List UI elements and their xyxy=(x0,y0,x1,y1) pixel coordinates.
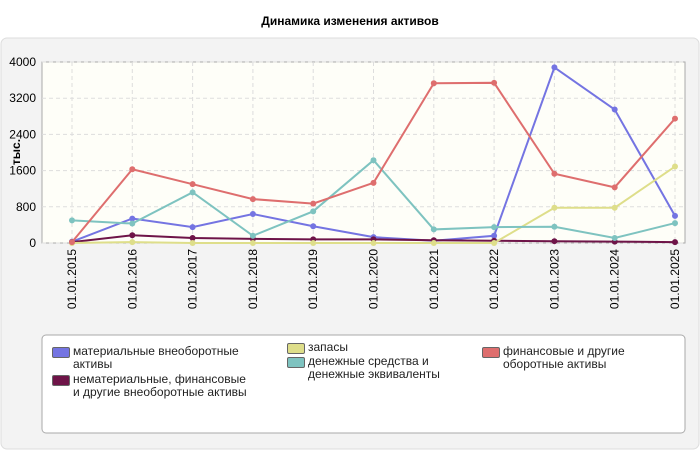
data-point xyxy=(430,80,437,87)
data-point xyxy=(551,238,558,245)
y-axis-label: тыс. xyxy=(9,139,23,165)
data-point xyxy=(611,106,618,113)
legend-entry: запасы xyxy=(287,341,462,354)
x-tick-label: 01.01.2019 xyxy=(306,249,320,309)
legend-swatch xyxy=(52,375,70,386)
data-point xyxy=(189,189,196,196)
data-point xyxy=(370,157,377,164)
legend-label: материальные внеоборотные активы xyxy=(73,344,239,371)
data-point xyxy=(551,223,558,230)
data-point xyxy=(129,166,136,173)
x-tick-label: 01.01.2020 xyxy=(367,249,381,309)
legend-entry: нематериальные, финансовые и другие внео… xyxy=(52,373,247,399)
chart-title: Динамика изменения активов xyxy=(261,14,438,28)
data-point xyxy=(189,240,196,246)
data-point xyxy=(672,239,678,246)
legend-swatch xyxy=(52,347,70,358)
legend-entry: материальные внеоборотные активы xyxy=(52,345,247,371)
data-point xyxy=(249,211,256,218)
data-point xyxy=(491,240,498,246)
data-point xyxy=(551,170,558,177)
legend-label: нематериальные, финансовые и другие внео… xyxy=(73,372,247,399)
x-tick-label: 01.01.2023 xyxy=(547,249,561,309)
data-point xyxy=(310,200,317,207)
data-point xyxy=(611,184,618,191)
data-point xyxy=(129,232,136,239)
y-tick-label: 3200 xyxy=(9,91,36,105)
data-point xyxy=(672,163,678,170)
data-point xyxy=(189,235,196,242)
data-point xyxy=(491,232,498,239)
data-point xyxy=(430,240,437,246)
data-point xyxy=(672,115,678,122)
data-point xyxy=(370,179,377,186)
legend-label: запасы xyxy=(308,340,348,354)
legend-swatch xyxy=(287,343,305,354)
data-point xyxy=(189,181,196,188)
x-tick-label: 01.01.2018 xyxy=(246,249,260,309)
x-tick-label: 01.01.2015 xyxy=(65,249,79,309)
data-point xyxy=(129,220,136,227)
x-tick-label: 01.01.2016 xyxy=(125,249,139,309)
legend-entry: финансовые и другие оборотные активы xyxy=(482,345,672,371)
data-point xyxy=(672,220,678,227)
data-point xyxy=(672,212,678,219)
y-tick-label: 2400 xyxy=(9,127,36,141)
data-point xyxy=(249,240,256,246)
data-point xyxy=(129,215,136,222)
x-tick-label: 01.01.2025 xyxy=(668,249,682,309)
data-point xyxy=(611,204,618,211)
legend-box xyxy=(41,334,686,434)
data-point xyxy=(310,223,317,230)
data-point xyxy=(611,235,618,242)
data-point xyxy=(129,239,136,246)
data-point xyxy=(310,240,317,246)
data-point xyxy=(249,232,256,239)
data-point xyxy=(551,204,558,211)
legend-entry: денежные средства и денежные эквиваленты xyxy=(287,355,462,381)
x-tick-label: 01.01.2021 xyxy=(427,249,441,309)
data-point xyxy=(189,224,196,231)
x-tick-label: 01.01.2024 xyxy=(608,249,622,309)
x-tick-label: 01.01.2022 xyxy=(487,249,501,309)
data-point xyxy=(430,226,437,233)
data-point xyxy=(370,240,377,246)
data-point xyxy=(249,196,256,203)
x-tick-label: 01.01.2017 xyxy=(186,249,200,309)
legend-swatch xyxy=(482,347,500,358)
legend-label: денежные средства и денежные эквиваленты xyxy=(308,354,440,381)
y-tick-label: 1600 xyxy=(9,164,36,178)
data-point xyxy=(69,239,75,246)
data-point xyxy=(69,217,75,224)
plot-area xyxy=(41,61,686,244)
data-point xyxy=(491,224,498,231)
y-tick-label: 800 xyxy=(16,200,36,214)
y-tick-label: 4000 xyxy=(9,55,36,69)
data-point xyxy=(310,208,317,215)
legend-label: финансовые и другие оборотные активы xyxy=(503,344,625,371)
legend-swatch xyxy=(287,357,305,368)
data-point xyxy=(491,79,498,86)
data-point xyxy=(551,64,558,71)
y-tick-label: 0 xyxy=(29,236,36,250)
